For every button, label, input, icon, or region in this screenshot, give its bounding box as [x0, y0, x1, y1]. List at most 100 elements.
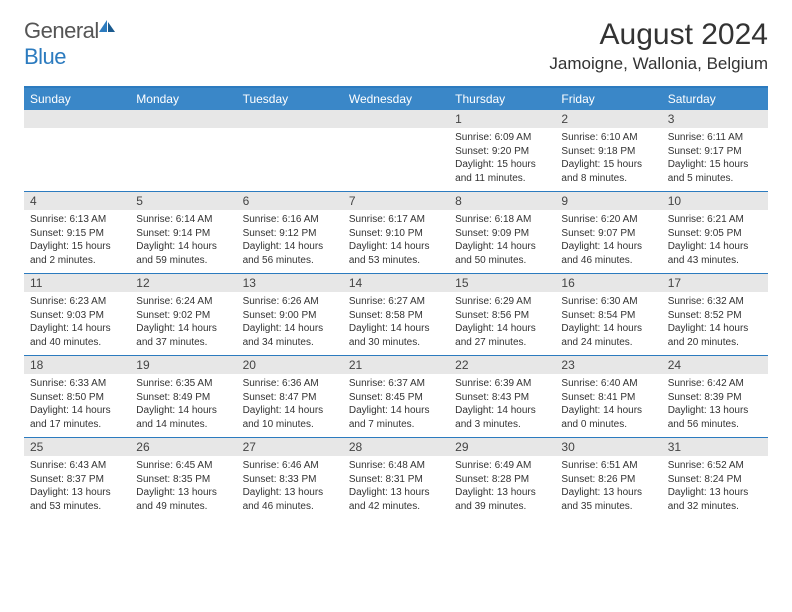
sunset-text: Sunset: 9:17 PM [668, 145, 762, 159]
sunrise-text: Sunrise: 6:09 AM [455, 131, 549, 145]
sunset-text: Sunset: 9:09 PM [455, 227, 549, 241]
day-number [237, 110, 343, 128]
day-number: 9 [555, 192, 661, 210]
day-number: 16 [555, 274, 661, 292]
day-content: Sunrise: 6:33 AMSunset: 8:50 PMDaylight:… [24, 374, 130, 437]
day-header: Sunday [24, 88, 130, 110]
daylight-text: Daylight: 13 hours and 56 minutes. [668, 404, 762, 431]
day-content: Sunrise: 6:46 AMSunset: 8:33 PMDaylight:… [237, 456, 343, 519]
day-content: Sunrise: 6:09 AMSunset: 9:20 PMDaylight:… [449, 128, 555, 191]
daylight-text: Daylight: 14 hours and 0 minutes. [561, 404, 655, 431]
daylight-text: Daylight: 14 hours and 53 minutes. [349, 240, 443, 267]
sunrise-text: Sunrise: 6:14 AM [136, 213, 230, 227]
daylight-text: Daylight: 14 hours and 20 minutes. [668, 322, 762, 349]
sunset-text: Sunset: 9:10 PM [349, 227, 443, 241]
sunset-text: Sunset: 8:28 PM [455, 473, 549, 487]
day-header: Friday [555, 88, 661, 110]
sunset-text: Sunset: 8:39 PM [668, 391, 762, 405]
brand-logo: GeneralBlue [24, 18, 119, 70]
day-content: Sunrise: 6:16 AMSunset: 9:12 PMDaylight:… [237, 210, 343, 273]
daylight-text: Daylight: 15 hours and 5 minutes. [668, 158, 762, 185]
daynum-strip: 123 [24, 110, 768, 128]
sunrise-text: Sunrise: 6:16 AM [243, 213, 337, 227]
sunset-text: Sunset: 9:18 PM [561, 145, 655, 159]
day-number [343, 110, 449, 128]
sunset-text: Sunset: 9:20 PM [455, 145, 549, 159]
day-content: Sunrise: 6:14 AMSunset: 9:14 PMDaylight:… [130, 210, 236, 273]
daylight-text: Daylight: 13 hours and 53 minutes. [30, 486, 124, 513]
calendar-grid: SundayMondayTuesdayWednesdayThursdayFrid… [24, 86, 768, 519]
day-number: 8 [449, 192, 555, 210]
sunrise-text: Sunrise: 6:40 AM [561, 377, 655, 391]
sunrise-text: Sunrise: 6:26 AM [243, 295, 337, 309]
day-content: Sunrise: 6:17 AMSunset: 9:10 PMDaylight:… [343, 210, 449, 273]
sunset-text: Sunset: 8:50 PM [30, 391, 124, 405]
sunrise-text: Sunrise: 6:35 AM [136, 377, 230, 391]
daylight-text: Daylight: 14 hours and 50 minutes. [455, 240, 549, 267]
day-content: Sunrise: 6:48 AMSunset: 8:31 PMDaylight:… [343, 456, 449, 519]
day-content [237, 128, 343, 191]
day-content: Sunrise: 6:21 AMSunset: 9:05 PMDaylight:… [662, 210, 768, 273]
sunrise-text: Sunrise: 6:52 AM [668, 459, 762, 473]
daylight-text: Daylight: 13 hours and 42 minutes. [349, 486, 443, 513]
sunset-text: Sunset: 9:15 PM [30, 227, 124, 241]
daylight-text: Daylight: 15 hours and 2 minutes. [30, 240, 124, 267]
day-number: 4 [24, 192, 130, 210]
day-number: 22 [449, 356, 555, 374]
title-location: Jamoigne, Wallonia, Belgium [549, 54, 768, 74]
sunset-text: Sunset: 8:45 PM [349, 391, 443, 405]
day-number: 20 [237, 356, 343, 374]
sunrise-text: Sunrise: 6:11 AM [668, 131, 762, 145]
daycontent-strip: Sunrise: 6:13 AMSunset: 9:15 PMDaylight:… [24, 210, 768, 273]
sunrise-text: Sunrise: 6:49 AM [455, 459, 549, 473]
daynum-strip: 11121314151617 [24, 274, 768, 292]
sunset-text: Sunset: 9:02 PM [136, 309, 230, 323]
daylight-text: Daylight: 13 hours and 32 minutes. [668, 486, 762, 513]
day-content: Sunrise: 6:11 AMSunset: 9:17 PMDaylight:… [662, 128, 768, 191]
daycontent-strip: Sunrise: 6:23 AMSunset: 9:03 PMDaylight:… [24, 292, 768, 355]
weeks-container: 123Sunrise: 6:09 AMSunset: 9:20 PMDaylig… [24, 110, 768, 519]
day-content: Sunrise: 6:24 AMSunset: 9:02 PMDaylight:… [130, 292, 236, 355]
daylight-text: Daylight: 13 hours and 49 minutes. [136, 486, 230, 513]
daylight-text: Daylight: 13 hours and 46 minutes. [243, 486, 337, 513]
daycontent-strip: Sunrise: 6:09 AMSunset: 9:20 PMDaylight:… [24, 128, 768, 191]
day-number: 30 [555, 438, 661, 456]
sunrise-text: Sunrise: 6:21 AM [668, 213, 762, 227]
day-content: Sunrise: 6:30 AMSunset: 8:54 PMDaylight:… [555, 292, 661, 355]
sunset-text: Sunset: 9:12 PM [243, 227, 337, 241]
daycontent-strip: Sunrise: 6:43 AMSunset: 8:37 PMDaylight:… [24, 456, 768, 519]
day-number: 11 [24, 274, 130, 292]
day-number: 28 [343, 438, 449, 456]
sunset-text: Sunset: 9:05 PM [668, 227, 762, 241]
day-content: Sunrise: 6:43 AMSunset: 8:37 PMDaylight:… [24, 456, 130, 519]
day-content: Sunrise: 6:40 AMSunset: 8:41 PMDaylight:… [555, 374, 661, 437]
daylight-text: Daylight: 15 hours and 11 minutes. [455, 158, 549, 185]
daylight-text: Daylight: 14 hours and 30 minutes. [349, 322, 443, 349]
sunset-text: Sunset: 8:56 PM [455, 309, 549, 323]
sunrise-text: Sunrise: 6:17 AM [349, 213, 443, 227]
day-number: 24 [662, 356, 768, 374]
daylight-text: Daylight: 15 hours and 8 minutes. [561, 158, 655, 185]
day-content [24, 128, 130, 191]
day-content [343, 128, 449, 191]
day-number: 21 [343, 356, 449, 374]
daycontent-strip: Sunrise: 6:33 AMSunset: 8:50 PMDaylight:… [24, 374, 768, 437]
daylight-text: Daylight: 14 hours and 37 minutes. [136, 322, 230, 349]
brand-part1: General [24, 18, 99, 43]
sunrise-text: Sunrise: 6:36 AM [243, 377, 337, 391]
day-content: Sunrise: 6:37 AMSunset: 8:45 PMDaylight:… [343, 374, 449, 437]
day-content: Sunrise: 6:13 AMSunset: 9:15 PMDaylight:… [24, 210, 130, 273]
daynum-strip: 18192021222324 [24, 356, 768, 374]
sunset-text: Sunset: 9:14 PM [136, 227, 230, 241]
daylight-text: Daylight: 14 hours and 14 minutes. [136, 404, 230, 431]
daynum-strip: 25262728293031 [24, 438, 768, 456]
sunset-text: Sunset: 8:37 PM [30, 473, 124, 487]
day-content: Sunrise: 6:26 AMSunset: 9:00 PMDaylight:… [237, 292, 343, 355]
day-number: 5 [130, 192, 236, 210]
day-number: 29 [449, 438, 555, 456]
sunset-text: Sunset: 8:49 PM [136, 391, 230, 405]
sail-icon [97, 14, 117, 39]
day-content: Sunrise: 6:20 AMSunset: 9:07 PMDaylight:… [555, 210, 661, 273]
title-block: August 2024 Jamoigne, Wallonia, Belgium [549, 18, 768, 74]
sunrise-text: Sunrise: 6:29 AM [455, 295, 549, 309]
